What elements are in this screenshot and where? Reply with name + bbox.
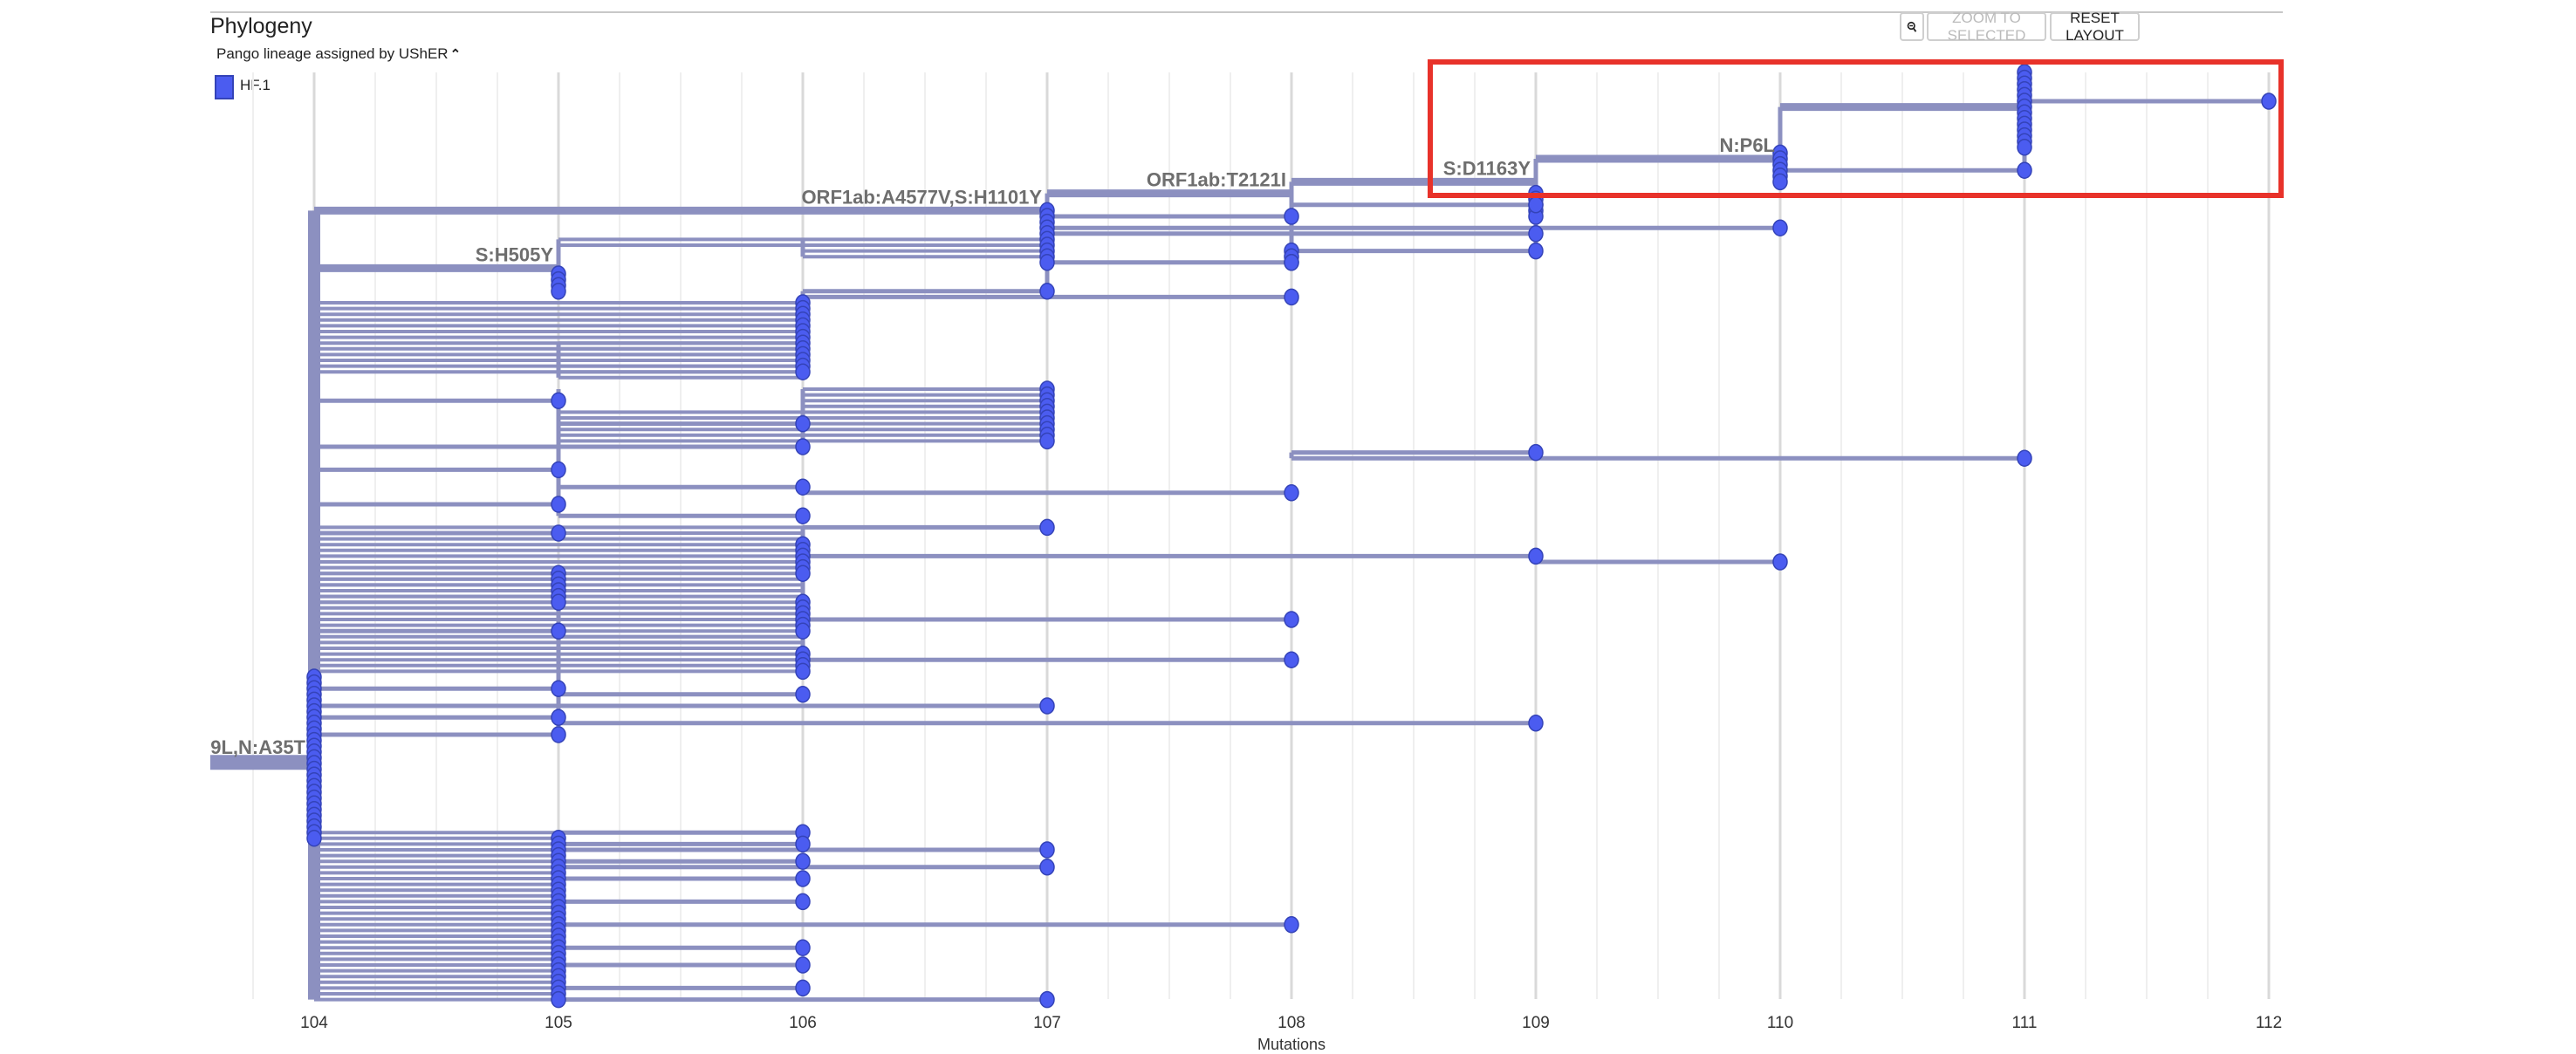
tip-node[interactable]: [1039, 254, 1055, 271]
tip-node[interactable]: [795, 363, 811, 380]
x-tick-label: 110: [1767, 1014, 1793, 1032]
chevron-up-icon: ⌃: [449, 47, 462, 62]
tips[interactable]: [306, 64, 2277, 1009]
tip-node[interactable]: [551, 392, 566, 409]
tip-node[interactable]: [551, 622, 566, 640]
mutation-label: S:H505Y: [476, 243, 554, 265]
tip-node[interactable]: [551, 524, 566, 542]
tip-node[interactable]: [551, 593, 566, 611]
panel-title: Phylogeny: [210, 14, 312, 38]
tip-node[interactable]: [551, 496, 566, 513]
tip-node[interactable]: [1528, 547, 1544, 565]
reset-layout-button[interactable]: RESET LAYOUT: [2050, 10, 2140, 44]
tip-node[interactable]: [795, 622, 811, 640]
tip-node[interactable]: [2017, 139, 2032, 156]
mutation-label: ORF1ab:T2121I: [1147, 169, 1286, 191]
tip-node[interactable]: [795, 438, 811, 455]
mutation-label: N:P6L: [1719, 134, 1775, 156]
tip-node[interactable]: [795, 414, 811, 433]
zoom-to-selected-button[interactable]: ZOOM TO SELECTED: [1927, 10, 2046, 44]
tip-node[interactable]: [2261, 92, 2277, 110]
left-mask: [0, 0, 210, 1054]
legend-label-hf1[interactable]: HF.1: [240, 77, 271, 93]
tip-node[interactable]: [1528, 196, 1544, 214]
legend-swatch-hf1: [215, 75, 234, 99]
x-tick-label: 108: [1278, 1014, 1305, 1032]
tip-node[interactable]: [795, 835, 811, 853]
tip-node[interactable]: [1039, 432, 1055, 450]
tip-node[interactable]: [1528, 715, 1544, 732]
x-tick-label: 109: [1522, 1014, 1550, 1032]
tip-node[interactable]: [1284, 651, 1299, 668]
tip-node[interactable]: [1039, 697, 1055, 715]
x-tick-label: 104: [300, 1014, 328, 1032]
tip-node[interactable]: [1284, 484, 1299, 502]
tip-node[interactable]: [795, 939, 811, 956]
tip-node[interactable]: [795, 478, 811, 496]
magnifier-minus-icon: [1907, 21, 1917, 32]
tip-node[interactable]: [1772, 173, 1788, 191]
tip-node[interactable]: [551, 461, 566, 479]
x-tick-label: 105: [545, 1014, 572, 1032]
mutation-label: S:D1163Y: [1443, 157, 1531, 179]
x-tick-label: 111: [2012, 1014, 2038, 1032]
tip-node[interactable]: [1039, 518, 1055, 537]
tip-node[interactable]: [1284, 254, 1299, 271]
tip-node[interactable]: [795, 662, 811, 681]
root-mutation-label: 9L,N:A35T: [210, 736, 305, 758]
tip-node[interactable]: [795, 686, 811, 703]
x-tick-label: 112: [2256, 1014, 2282, 1032]
tip-node[interactable]: [1039, 841, 1055, 859]
tip-node[interactable]: [1039, 283, 1055, 300]
tip-node[interactable]: [551, 680, 566, 697]
tip-node[interactable]: [551, 990, 566, 1009]
tip-node[interactable]: [1039, 990, 1055, 1009]
tip-node[interactable]: [795, 507, 811, 524]
tip-node[interactable]: [795, 870, 811, 887]
mutation-label: ORF1ab:A4577V,S:H1101Y: [801, 186, 1042, 208]
tip-node[interactable]: [1284, 288, 1299, 306]
x-axis-label: Mutations: [1257, 1036, 1326, 1053]
tip-node[interactable]: [1039, 859, 1055, 876]
color-by-toggle[interactable]: Pango lineage assigned by UShER ⌃: [216, 45, 461, 63]
tip-node[interactable]: [1284, 611, 1299, 628]
tip-node[interactable]: [795, 852, 811, 870]
tip-node[interactable]: [551, 726, 566, 743]
tip-node[interactable]: [1772, 219, 1788, 236]
tip-node[interactable]: [2017, 449, 2032, 467]
color-by-label: Pango lineage assigned by UShER: [216, 45, 449, 62]
highlight-box: [1428, 59, 2284, 198]
tip-node[interactable]: [2017, 161, 2032, 179]
x-tick-label: 107: [1033, 1014, 1061, 1032]
zoom-out-button[interactable]: [1900, 12, 1924, 41]
tip-node[interactable]: [1528, 225, 1544, 243]
tip-node[interactable]: [1528, 242, 1544, 260]
tip-node[interactable]: [1284, 208, 1299, 225]
header-divider: [206, 11, 2283, 13]
branches: [210, 72, 2269, 1003]
tip-node[interactable]: [795, 956, 811, 974]
tip-node[interactable]: [795, 979, 811, 997]
tip-node[interactable]: [795, 893, 811, 911]
tip-node[interactable]: [795, 565, 811, 582]
tip-node[interactable]: [1284, 916, 1299, 934]
tip-node[interactable]: [551, 283, 566, 300]
x-tick-label: 106: [789, 1014, 817, 1032]
tip-node[interactable]: [551, 708, 566, 726]
tip-node[interactable]: [1772, 553, 1788, 571]
tip-node[interactable]: [1528, 443, 1544, 462]
tip-node[interactable]: [306, 830, 322, 847]
